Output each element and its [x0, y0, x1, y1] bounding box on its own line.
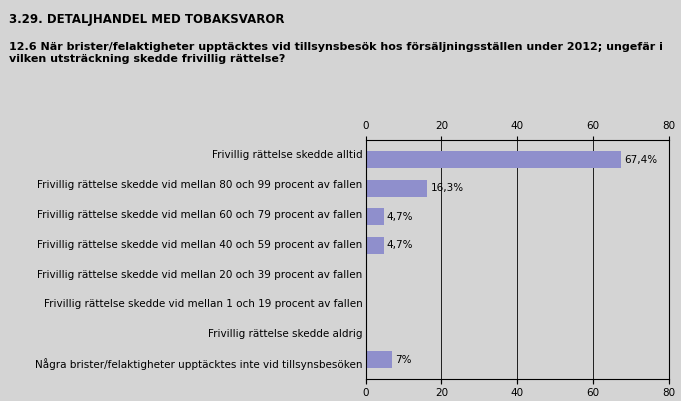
Text: 16,3%: 16,3% — [430, 183, 464, 193]
Bar — [366, 151, 621, 168]
Text: Frivillig rättelse skedde vid mellan 80 och 99 procent av fallen: Frivillig rättelse skedde vid mellan 80 … — [37, 180, 362, 190]
Text: 67,4%: 67,4% — [624, 155, 657, 165]
Bar — [366, 180, 428, 197]
Bar — [366, 351, 392, 368]
Text: 3.29. DETALJHANDEL MED TOBAKSVAROR: 3.29. DETALJHANDEL MED TOBAKSVAROR — [9, 13, 285, 26]
Text: 4,7%: 4,7% — [387, 212, 413, 222]
Text: Frivillig rättelse skedde vid mellan 60 och 79 procent av fallen: Frivillig rättelse skedde vid mellan 60 … — [37, 210, 362, 220]
Text: Frivillig rättelse skedde vid mellan 1 och 19 procent av fallen: Frivillig rättelse skedde vid mellan 1 o… — [44, 300, 362, 310]
Text: Frivillig rättelse skedde vid mellan 20 och 39 procent av fallen: Frivillig rättelse skedde vid mellan 20 … — [37, 269, 362, 279]
Text: 7%: 7% — [395, 354, 412, 365]
Text: Frivillig rättelse skedde alltid: Frivillig rättelse skedde alltid — [212, 150, 362, 160]
Text: Frivillig rättelse skedde vid mellan 40 och 59 procent av fallen: Frivillig rättelse skedde vid mellan 40 … — [37, 240, 362, 250]
Text: 4,7%: 4,7% — [387, 240, 413, 250]
Bar — [366, 237, 383, 254]
Text: Några brister/felaktigheter upptäcktes inte vid tillsynsbesöken: Några brister/felaktigheter upptäcktes i… — [35, 358, 362, 370]
Text: Frivillig rättelse skedde aldrig: Frivillig rättelse skedde aldrig — [208, 329, 362, 339]
Bar — [366, 208, 383, 225]
Text: 12.6 När brister/felaktigheter upptäcktes vid tillsynsbesök hos försäljningsstäl: 12.6 När brister/felaktigheter upptäckte… — [9, 42, 663, 64]
